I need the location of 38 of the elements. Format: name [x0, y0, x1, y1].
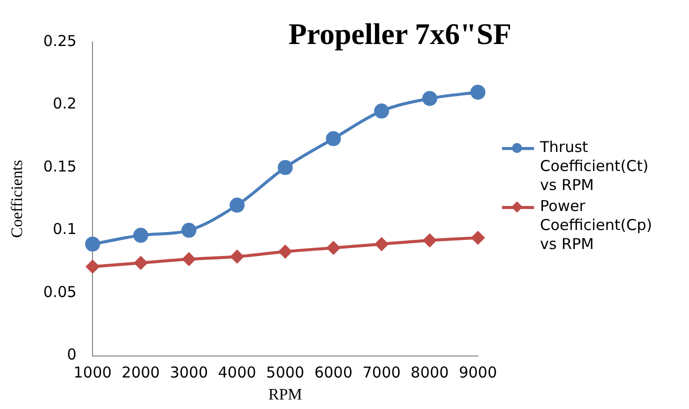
legend-label: Power Coefficient(Cp) vs RPM — [539, 197, 654, 254]
x-tick-label: 6000 — [314, 364, 353, 382]
point — [326, 241, 340, 254]
chart-title: Propeller 7x6"SF — [287, 18, 513, 52]
legend-label: Thrust Coefficient(Ct) vs RPM — [539, 138, 650, 195]
point — [278, 160, 293, 176]
x-axis-title: RPM — [268, 386, 302, 404]
point — [278, 245, 292, 258]
y-axis-title: Coefficients — [8, 160, 26, 238]
point — [375, 238, 388, 251]
point — [423, 234, 436, 247]
y-tick-label: 0.15 — [43, 157, 77, 176]
x-tick-label: 1000 — [74, 364, 112, 382]
y-tick-label: 0.2 — [52, 94, 77, 113]
point — [134, 256, 148, 270]
y-tick-label: 0.05 — [43, 282, 77, 301]
point — [86, 260, 100, 274]
x-tick-label: 9000 — [458, 364, 498, 382]
point — [374, 104, 390, 119]
point — [181, 222, 196, 238]
point — [422, 90, 438, 106]
x-tick-label: 7000 — [362, 364, 401, 382]
x-tick-label: 3000 — [170, 364, 208, 382]
point — [230, 250, 244, 264]
point — [326, 131, 341, 146]
point — [471, 231, 484, 244]
y-tick-label: 0.25 — [43, 32, 77, 50]
point — [230, 198, 245, 213]
point — [470, 84, 486, 100]
point — [133, 228, 148, 243]
x-tick-label: 8000 — [410, 364, 449, 382]
point — [182, 252, 196, 266]
x-tick-label: 2000 — [122, 364, 160, 382]
y-tick-label: 0 — [67, 346, 77, 364]
y-tick-label: 0.1 — [52, 220, 77, 238]
point — [85, 236, 100, 252]
x-tick-label: 5000 — [266, 364, 304, 382]
x-tick-label: 4000 — [218, 364, 256, 382]
